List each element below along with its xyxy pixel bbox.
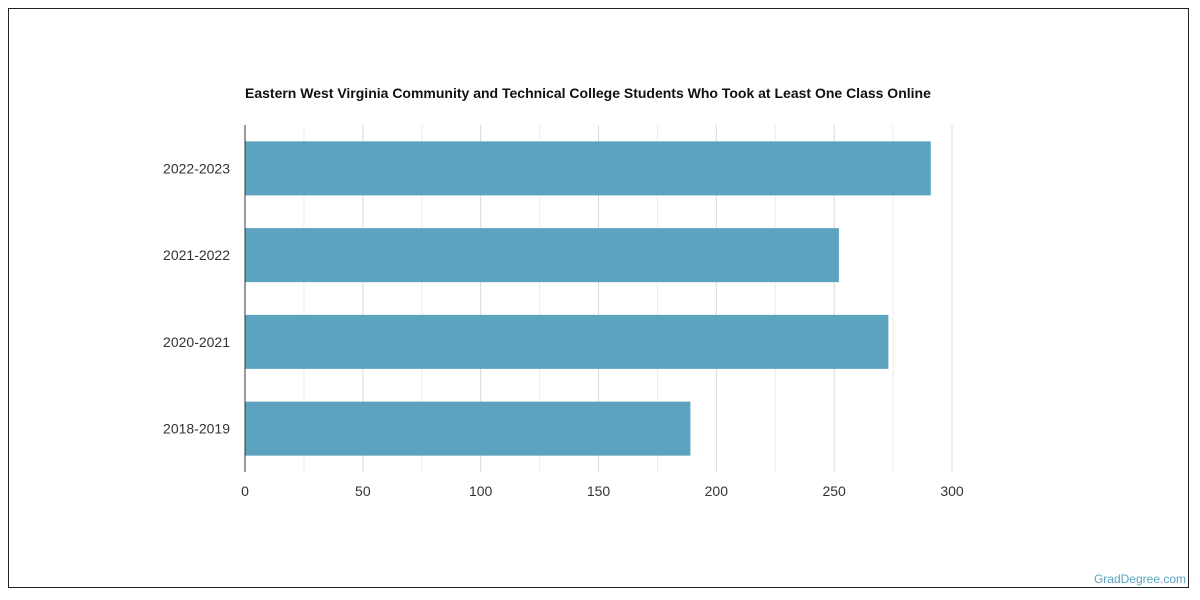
category-label: 2022-2023 bbox=[163, 160, 230, 176]
category-label: 2020-2021 bbox=[163, 334, 230, 350]
bars bbox=[245, 141, 931, 456]
x-tick-label: 300 bbox=[940, 483, 964, 499]
bar-2020-2021[interactable] bbox=[245, 314, 889, 369]
category-labels: 2022-2023 2021-2022 2020-2021 2018-2019 bbox=[163, 160, 230, 436]
chart-title: Eastern West Virginia Community and Tech… bbox=[245, 85, 931, 101]
x-tick-label: 50 bbox=[355, 483, 371, 499]
x-tick-label: 100 bbox=[469, 483, 493, 499]
bar-2018-2019[interactable] bbox=[245, 401, 691, 456]
x-tick-labels: 0 50 100 150 200 250 300 bbox=[241, 483, 964, 499]
x-tick-label: 200 bbox=[705, 483, 729, 499]
bar-2021-2022[interactable] bbox=[245, 228, 839, 283]
category-label: 2021-2022 bbox=[163, 247, 230, 263]
bar-2022-2023[interactable] bbox=[245, 141, 931, 196]
category-label: 2018-2019 bbox=[163, 421, 230, 437]
x-tick-label: 150 bbox=[587, 483, 611, 499]
x-tick-label: 250 bbox=[822, 483, 846, 499]
x-tick-label: 0 bbox=[241, 483, 249, 499]
watermark-link[interactable]: GradDegree.com bbox=[1093, 572, 1186, 586]
